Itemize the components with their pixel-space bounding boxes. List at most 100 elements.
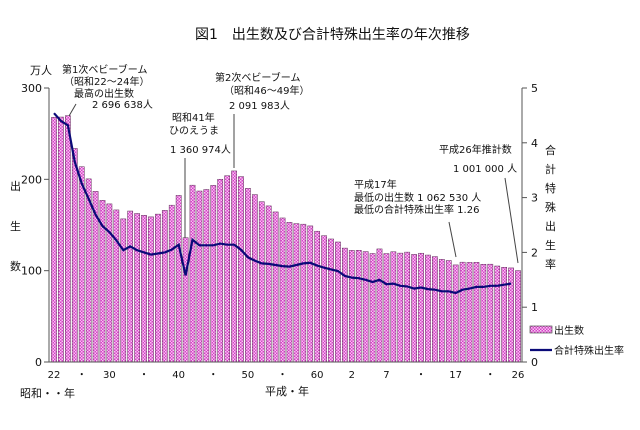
annotation-text: 平成17年	[354, 178, 397, 191]
left-unit: 万人	[30, 64, 52, 77]
annotation-text: 第2次ベビーブーム	[215, 71, 300, 84]
x-tick-label: 17	[449, 370, 462, 381]
bar	[452, 264, 459, 363]
right-axis-label-char: 生	[545, 238, 556, 252]
right-tick-label: 1	[531, 301, 538, 314]
bar	[432, 256, 438, 363]
legend-bar-swatch	[529, 325, 553, 334]
annotation-text: 昭和41年	[172, 111, 215, 124]
bars-group	[51, 115, 521, 363]
bar	[251, 194, 258, 363]
bar	[501, 267, 507, 363]
annotation-text: ひのえうま	[169, 125, 219, 137]
x-label-heisei: 平成・年	[265, 384, 309, 398]
left-axis-label-char: 数	[10, 260, 21, 273]
x-tick-label: ・	[278, 370, 288, 381]
left-axis-label-char: 生	[10, 219, 21, 233]
annotation-text: 最高の出生数	[74, 87, 134, 100]
annotation-text: （昭和46～49年）	[224, 84, 309, 97]
annotation-text: 2 696 638人	[92, 99, 153, 111]
annotation-h17: 平成17年 最低の出生数 1 062 530 人 最低の合計特殊出生率 1.26	[354, 178, 481, 258]
left-ticks: 0 100 200 300	[21, 82, 49, 369]
annotation-hinoeuma: 昭和41年 ひのえうま 1 360 974人	[169, 111, 231, 238]
bar	[321, 235, 327, 363]
bar	[238, 176, 244, 363]
bar	[425, 254, 431, 363]
bar	[203, 189, 210, 363]
annotation-text: 2 091 983人	[229, 100, 290, 112]
annotation-text: 1 360 974人	[170, 144, 231, 156]
x-tick-label: ・	[77, 370, 87, 381]
bar	[411, 254, 417, 363]
bar	[397, 252, 404, 363]
bar	[113, 209, 120, 363]
bar	[106, 203, 113, 363]
bar	[189, 184, 196, 363]
bar	[210, 185, 217, 363]
left-tick-label: 0	[35, 356, 42, 369]
bar	[127, 210, 134, 363]
bar	[459, 261, 466, 363]
left-axis-label-char: 出	[10, 179, 21, 193]
x-tick-label: 26	[512, 370, 525, 381]
right-axis-label-char: 率	[545, 257, 556, 271]
left-tick-label: 200	[21, 173, 42, 186]
bar	[148, 216, 154, 363]
bar	[466, 262, 473, 363]
x-tick-label: 22	[48, 370, 61, 381]
bar	[376, 248, 383, 363]
bar	[348, 250, 355, 363]
x-tick-label: 2	[349, 370, 355, 381]
left-axis-label: 出生数	[10, 179, 21, 273]
bar	[217, 178, 224, 363]
x-tick-label: 60	[311, 370, 324, 381]
bar	[168, 204, 175, 363]
right-axis-label-char: 合	[545, 143, 556, 157]
bar	[390, 251, 397, 363]
bar	[78, 166, 85, 363]
bar	[438, 259, 445, 363]
bar	[85, 178, 92, 363]
x-label-showa: 昭和・・年	[20, 386, 75, 400]
annotation-text: 最低の出生数 1 062 530 人	[354, 191, 481, 204]
tfr-line	[53, 112, 512, 295]
right-tick-label: 3	[531, 192, 538, 205]
x-tick-label: 40	[172, 370, 185, 381]
bar	[65, 115, 71, 363]
bar	[383, 253, 390, 363]
left-tick-label: 300	[21, 82, 42, 95]
right-axis-label-char: 出	[545, 219, 556, 233]
bar	[161, 210, 168, 363]
bar	[335, 241, 341, 363]
bar	[494, 265, 501, 363]
bar	[182, 237, 189, 363]
annotation-boom2: 第2次ベビーブーム （昭和46～49年） 2 091 983人	[215, 71, 309, 168]
bar	[355, 250, 362, 363]
x-tick-label: ・	[485, 370, 495, 381]
bar	[51, 117, 57, 363]
bar	[245, 188, 251, 363]
annotation-arrow	[68, 103, 77, 117]
bar	[487, 263, 494, 363]
bar	[120, 218, 127, 363]
bar	[473, 262, 480, 363]
x-ticks: 22 ・ 30 ・ 40 ・ 50 ・ 60 2 7 ・ 17 ・ 26	[48, 370, 525, 381]
bar	[480, 264, 487, 363]
bar	[224, 175, 230, 363]
annotation-text: 平成26年推計数	[439, 143, 512, 156]
legend: 出生数 合計特殊出生率	[529, 324, 624, 357]
bar	[258, 201, 265, 363]
annotation-arrow	[504, 177, 519, 264]
annotation-text: 最低の合計特殊出生率 1.26	[354, 203, 479, 216]
bar	[196, 190, 203, 363]
bar	[279, 217, 286, 363]
bar	[293, 223, 300, 363]
bar	[175, 195, 182, 363]
right-axis-label-char: 殊	[545, 200, 556, 214]
x-tick-label: 7	[383, 370, 389, 381]
right-axis-label: 合計特殊出生率	[545, 143, 556, 271]
annotation-text: （昭和22～24年）	[64, 75, 149, 88]
bar	[286, 222, 293, 363]
right-tick-label: 5	[531, 82, 538, 95]
